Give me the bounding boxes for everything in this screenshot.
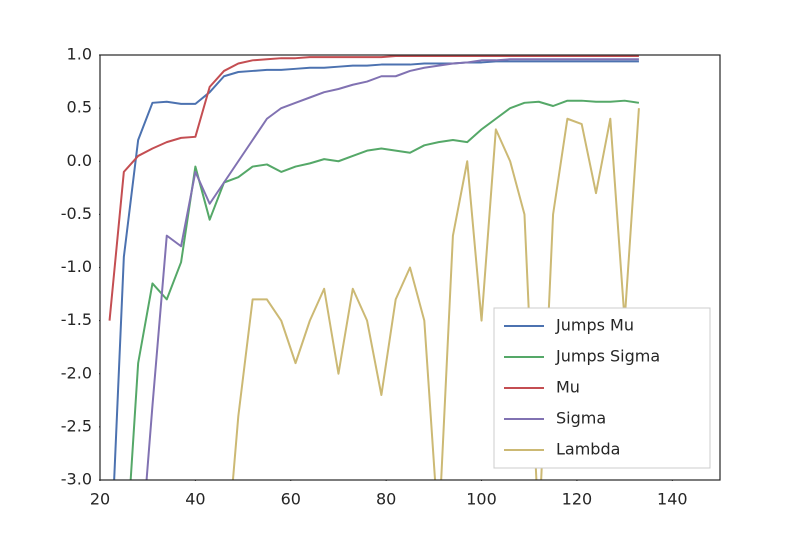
legend-label: Jumps Mu [555, 316, 634, 335]
legend-label: Mu [556, 378, 580, 397]
x-tick-label: 80 [376, 490, 396, 509]
series-line [108, 55, 639, 321]
y-tick-label: -1.5 [61, 310, 92, 329]
legend-label: Lambda [556, 440, 620, 459]
y-tick-label: -2.0 [61, 363, 92, 382]
legend-label: Sigma [556, 409, 606, 428]
x-tick-label: 140 [657, 490, 688, 509]
y-tick-label: -0.5 [61, 204, 92, 223]
y-tick-label: 0.0 [67, 151, 92, 170]
series-line [231, 108, 640, 480]
plot-frame [99, 54, 721, 481]
plot-lines [108, 55, 640, 480]
x-tick-label: 120 [562, 490, 593, 509]
x-tick-label: 60 [281, 490, 301, 509]
y-tick-label: 1.0 [67, 45, 92, 64]
y-tick-label: -2.5 [61, 416, 92, 435]
series-line [113, 60, 639, 480]
x-tick-label: 40 [185, 490, 205, 509]
y-tick-label: 0.5 [67, 98, 92, 117]
y-tick-label: -3.0 [61, 470, 92, 489]
legend-label: Jumps Sigma [555, 347, 660, 366]
x-tick-label: 20 [90, 490, 110, 509]
x-tick-label: 100 [466, 490, 497, 509]
y-tick-label: -1.0 [61, 257, 92, 276]
series-line [145, 58, 639, 480]
